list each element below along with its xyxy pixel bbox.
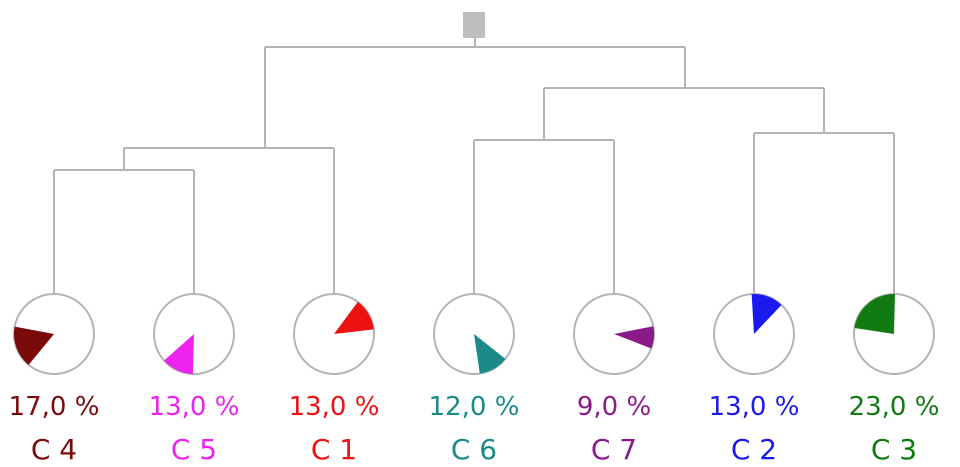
leaf-wedge [614, 326, 654, 349]
leaf-percent: 12,0 % [429, 392, 520, 422]
leaf-percent: 13,0 % [709, 392, 800, 422]
leaf-label: C 5 [171, 433, 217, 466]
leaf-label: C 1 [311, 433, 357, 466]
leaf-label: C 3 [871, 433, 917, 466]
leaf-node: 9,0 % C 7 [573, 293, 655, 466]
leaf-percent: 13,0 % [289, 392, 380, 422]
leaf-label: C 7 [591, 433, 637, 466]
leaf-wedge [854, 293, 895, 334]
leaf-node: 13,0 % C 2 [709, 293, 800, 466]
leaf-wedge [334, 301, 374, 334]
leaf-percent: 23,0 % [849, 392, 940, 422]
leaf-label: C 6 [451, 433, 497, 466]
leaf-wedge [751, 294, 782, 334]
leaf-percent: 13,0 % [149, 392, 240, 422]
leaf-node: 13,0 % C 5 [149, 293, 240, 466]
root-node-marker [463, 12, 485, 38]
leaf-node: 13,0 % C 1 [289, 293, 380, 466]
leaf-node: 17,0 % C 4 [9, 293, 100, 466]
leaf-label: C 4 [31, 433, 77, 466]
leaf-nodes: 17,0 % C 4 13,0 % C 5 13,0 % C 1 12,0 % C 6 9,0 … [9, 293, 940, 466]
leaf-label: C 2 [731, 433, 777, 466]
tree-links [53, 38, 895, 295]
leaf-percent: 17,0 % [9, 392, 100, 422]
leaf-wedge [164, 334, 194, 374]
leaf-node: 23,0 % C 3 [849, 293, 940, 466]
leaf-wedge [474, 334, 506, 374]
leaf-node: 12,0 % C 6 [429, 293, 520, 466]
leaf-wedge [13, 326, 55, 365]
leaf-percent: 9,0 % [577, 392, 651, 422]
